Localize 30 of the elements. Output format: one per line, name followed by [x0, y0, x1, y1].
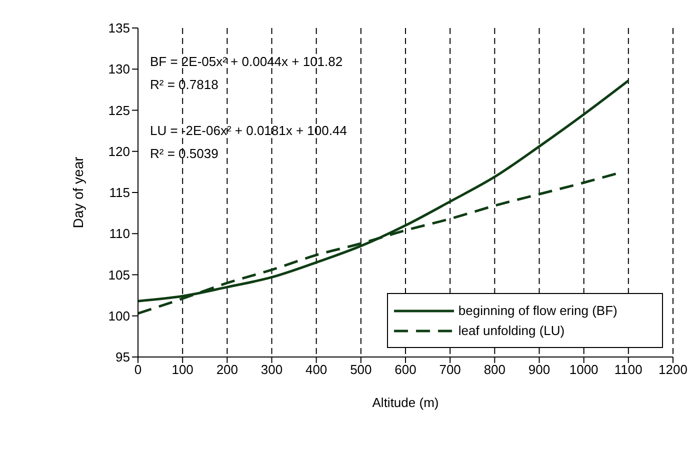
y-tick-label: 115 [109, 185, 130, 200]
x-tick-label: 600 [394, 362, 416, 378]
x-tick-label: 100 [172, 362, 194, 378]
y-tick-label: 130 [108, 62, 130, 77]
x-tick-label: 300 [260, 362, 283, 378]
y-tick-label: 110 [109, 226, 130, 242]
annotation: BF = 2E-05x² + 0.0044x + 101.82 [150, 53, 344, 71]
y-tick-label: 105 [108, 267, 130, 282]
x-tick-label: 1200 [658, 362, 688, 378]
y-tick-label: 125 [108, 102, 130, 118]
x-tick-label: 800 [484, 362, 506, 378]
annotation: R² = 0.5039 [150, 145, 220, 163]
x-tick-label: 900 [528, 362, 550, 378]
x-tick-label: 1000 [569, 362, 598, 378]
x-tick-label: 400 [305, 362, 328, 378]
y-tick-label: 100 [108, 308, 130, 324]
annotation: LU = -2E-06x² + 0.0181x + 100.44 [150, 122, 347, 140]
y-tick-label: 95 [116, 350, 130, 365]
x-tick-label: 1100 [614, 362, 642, 378]
legend-label: beginning of flow ering (BF) [458, 303, 618, 318]
annotation: R² = 0.7818 [150, 76, 220, 94]
x-tick-label: 0 [134, 362, 142, 378]
y-axis-title: Day of year [70, 156, 86, 228]
x-tick-label: 500 [350, 362, 372, 378]
x-axis-title: Altitude (m) [372, 395, 439, 410]
legend-label: leaf unfolding (LU) [458, 323, 565, 338]
x-tick-label: 200 [216, 362, 238, 378]
x-tick-label: 700 [439, 362, 461, 378]
y-tick-label: 120 [108, 144, 130, 159]
y-tick-label: 135 [108, 20, 130, 36]
